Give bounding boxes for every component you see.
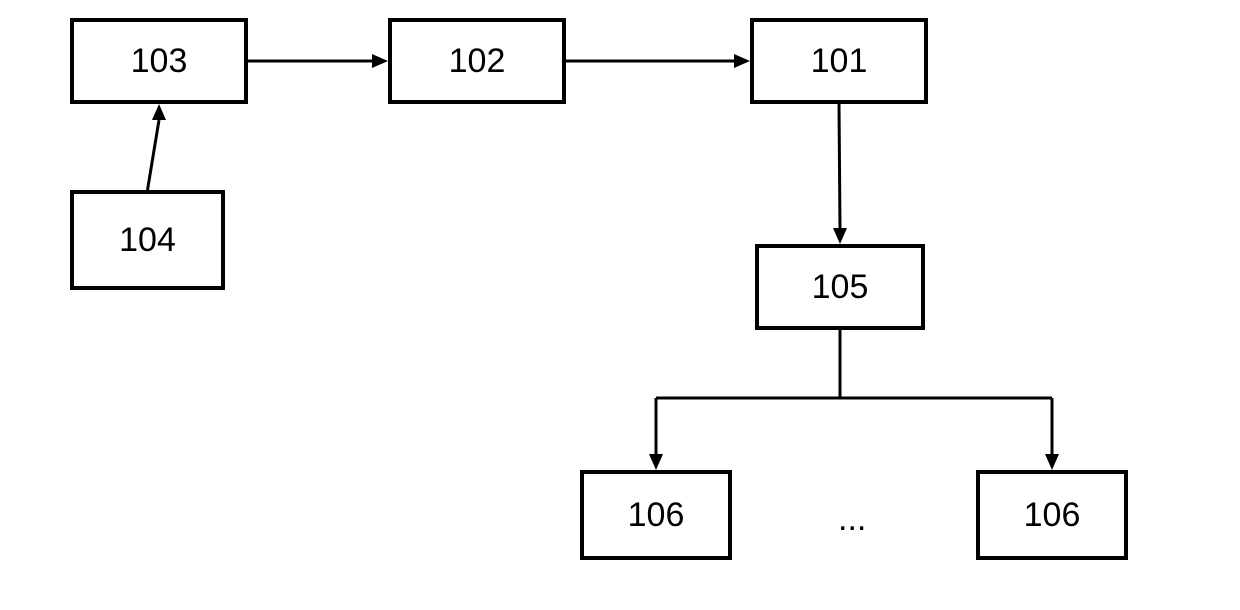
flowchart-node: 104 — [70, 190, 225, 290]
node-label: 101 — [811, 42, 868, 81]
arrow-head-icon — [833, 228, 847, 244]
diagram-canvas: 103 102 101 104 105 106 106 ... — [0, 0, 1240, 610]
node-label: 102 — [449, 42, 506, 81]
arrow-head-icon — [1045, 454, 1059, 470]
arrow-head-icon — [649, 454, 663, 470]
flowchart-node: 106 — [976, 470, 1128, 560]
node-label: 103 — [131, 42, 188, 81]
edge-line — [839, 104, 840, 228]
flowchart-node: 105 — [755, 244, 925, 330]
ellipsis-label: ... — [838, 500, 866, 539]
arrow-head-icon — [372, 54, 388, 68]
node-label: 104 — [119, 221, 176, 260]
flowchart-node: 102 — [388, 18, 566, 104]
flowchart-edge — [649, 330, 840, 470]
arrow-head-icon — [152, 104, 166, 120]
node-label: 106 — [628, 496, 685, 535]
flowchart-edge — [1045, 398, 1059, 470]
flowchart-edge — [248, 54, 388, 68]
flowchart-node: 106 — [580, 470, 732, 560]
flowchart-node: 103 — [70, 18, 248, 104]
edge-line — [148, 120, 160, 190]
flowchart-edge — [148, 104, 167, 190]
node-label: 106 — [1024, 496, 1081, 535]
arrow-head-icon — [734, 54, 750, 68]
flowchart-edge — [566, 54, 750, 68]
flowchart-node: 101 — [750, 18, 928, 104]
node-label: 105 — [812, 268, 869, 307]
flowchart-edge — [833, 104, 847, 244]
